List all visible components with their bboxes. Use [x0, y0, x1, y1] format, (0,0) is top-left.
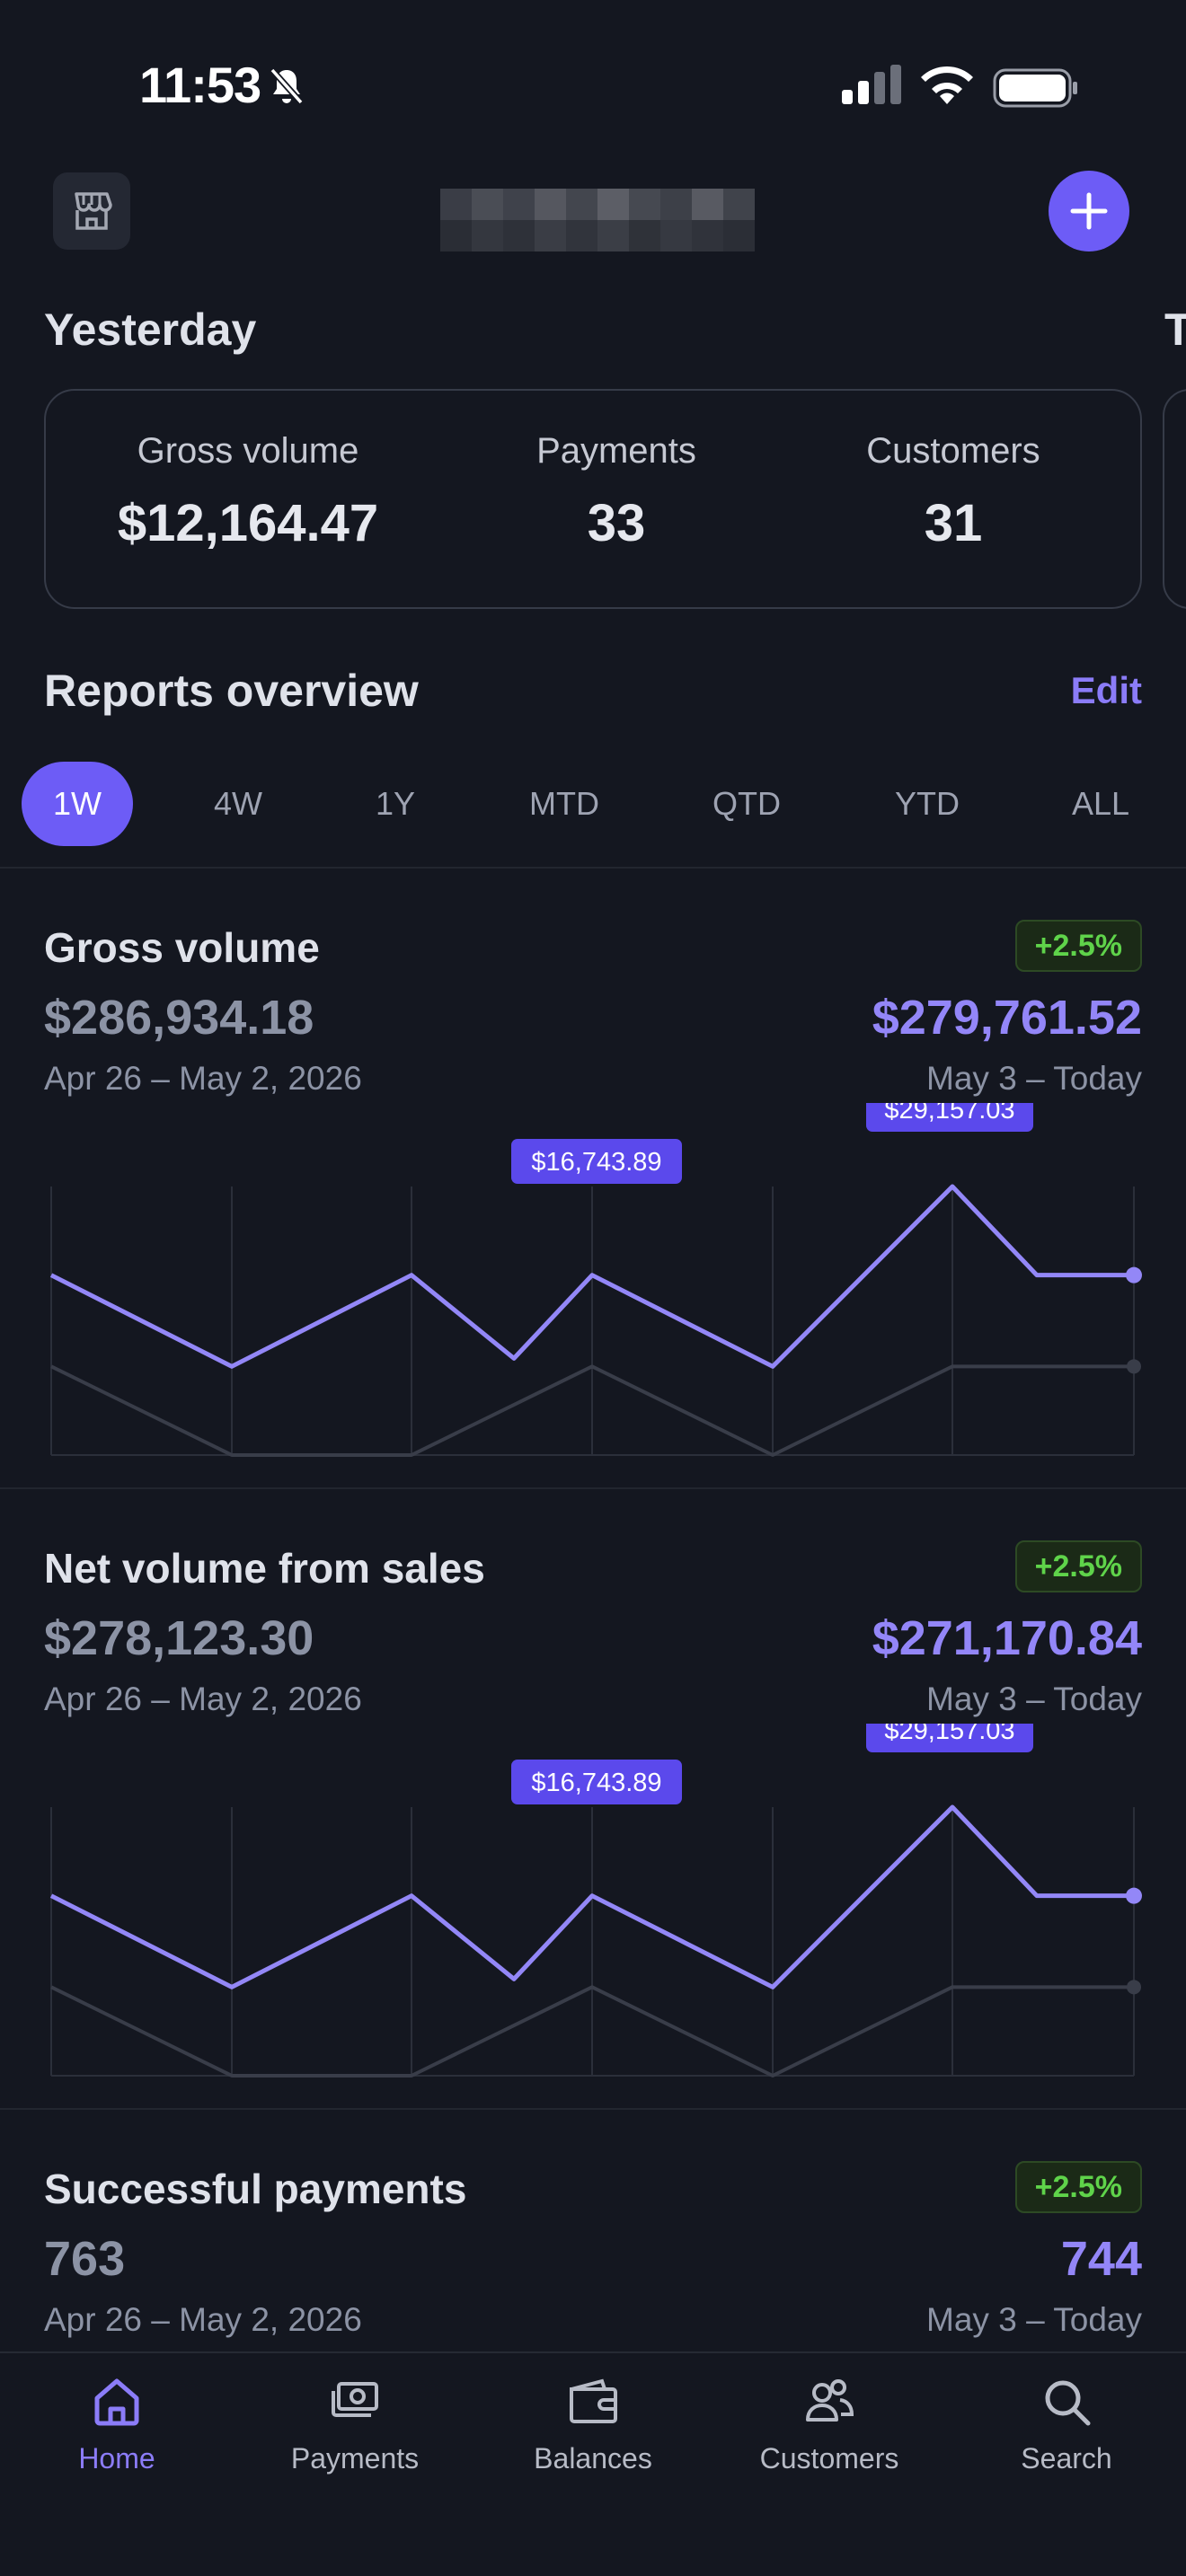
- stat-customers: Customers 31: [819, 431, 1088, 553]
- chart-value-tooltip: $29,157.03: [866, 1724, 1033, 1752]
- change-badge: +2.5%: [1014, 2161, 1142, 2213]
- current-period-line: [49, 1804, 1134, 1989]
- chart-value-tooltip: $16,743.89: [511, 1760, 682, 1804]
- stat-label: Customers: [866, 431, 1040, 471]
- previous-period-line: [50, 1364, 1134, 1457]
- gross-volume-line-chart[interactable]: $16,743.89 $29,157.03: [0, 1103, 1186, 1462]
- divider: [0, 1487, 1186, 1489]
- tooltip-background: [866, 1724, 1033, 1752]
- metric-card-gross-volume[interactable]: Gross volume +2.5% $286,934.18 $279,761.…: [0, 920, 1186, 1471]
- previous-period-range: Apr 26 – May 2, 2026: [44, 1681, 362, 1717]
- tooltip-label: $29,157.03: [884, 1724, 1014, 1745]
- previous-period-endpoint: [1127, 1980, 1141, 1995]
- store-button[interactable]: [53, 172, 130, 250]
- current-period-value: $279,761.52: [872, 991, 1142, 1045]
- tooltip-label: $16,743.89: [531, 1769, 661, 1797]
- add-button[interactable]: [1049, 171, 1129, 251]
- tabbar-item-home[interactable]: Home: [18, 2373, 216, 2475]
- current-period-line: [49, 1184, 1134, 1369]
- stat-value: 33: [587, 494, 646, 552]
- tab-qtd[interactable]: QTD: [712, 785, 781, 822]
- stat-label: Payments: [536, 431, 696, 471]
- current-period-value: $271,170.84: [872, 1611, 1142, 1665]
- home-icon: [94, 2378, 139, 2426]
- tab-mtd[interactable]: MTD: [529, 785, 599, 822]
- divider: [0, 867, 1186, 869]
- current-period-range: May 3 – Today: [926, 2301, 1142, 2338]
- tabbar-label: Balances: [534, 2442, 652, 2475]
- current-period-range: May 3 – Today: [926, 1060, 1142, 1097]
- wifi-icon: [921, 66, 973, 104]
- tab-4w[interactable]: 4W: [214, 785, 262, 822]
- plus-icon: [1070, 192, 1108, 230]
- tooltip-background: [511, 1760, 682, 1804]
- period-tabs: 1W 4W 1Y MTD QTD YTD ALL: [0, 762, 1186, 846]
- current-period-range: May 3 – Today: [926, 1681, 1142, 1717]
- yesterday-title: Yesterday: [44, 304, 257, 355]
- net-volume-line-chart[interactable]: $16,743.89 $29,157.03: [0, 1724, 1186, 2083]
- stat-payments: Payments 33: [482, 431, 751, 553]
- previous-period-range: Apr 26 – May 2, 2026: [44, 2301, 362, 2338]
- tabbar-item-search[interactable]: Search: [968, 2373, 1165, 2475]
- previous-period-range: Apr 26 – May 2, 2026: [44, 1060, 362, 1097]
- previous-period-value: $286,934.18: [44, 991, 314, 1045]
- metric-title: Gross volume: [44, 924, 320, 971]
- current-period-endpoint: [1126, 1887, 1142, 1904]
- tabbar-label: Home: [78, 2442, 155, 2475]
- next-card-peek-title: T: [1164, 304, 1186, 355]
- tabbar-label: Customers: [759, 2442, 899, 2475]
- tooltip-label: $16,743.89: [531, 1148, 661, 1177]
- metric-card-net-volume[interactable]: Net volume from sales +2.5% $278,123.30 …: [0, 1540, 1186, 2092]
- stat-gross-volume: Gross volume $12,164.47: [46, 431, 450, 553]
- stat-value: $12,164.47: [117, 494, 379, 552]
- tab-1y[interactable]: 1Y: [375, 785, 416, 822]
- tooltip-label: $29,157.03: [884, 1103, 1014, 1125]
- tab-ytd[interactable]: YTD: [895, 785, 960, 822]
- chart-value-tooltip: $29,157.03: [866, 1103, 1033, 1132]
- next-summary-card-peek[interactable]: [1163, 389, 1186, 609]
- tooltip-background: [511, 1139, 682, 1184]
- tabbar-item-balances[interactable]: Balances: [494, 2373, 692, 2475]
- current-period-value: 744: [1060, 2232, 1142, 2286]
- previous-period-endpoint: [1127, 1359, 1141, 1374]
- previous-period-line: [50, 1985, 1134, 2078]
- tab-1w[interactable]: 1W: [22, 762, 133, 846]
- reports-overview-title: Reports overview: [44, 666, 419, 716]
- account-name-redacted[interactable]: [440, 189, 755, 251]
- cellular-signal-icon: [842, 65, 901, 104]
- bell-slash-icon: [270, 67, 304, 105]
- yesterday-summary-card[interactable]: Gross volume $12,164.47 Payments 33 Cust…: [44, 389, 1142, 609]
- previous-period-value: 763: [44, 2232, 126, 2286]
- stat-label: Gross volume: [137, 431, 359, 471]
- search-icon: [1045, 2380, 1091, 2426]
- metric-card-successful-payments[interactable]: Successful payments +2.5% 763 744 Apr 26…: [0, 2161, 1186, 2353]
- payments-icon: [332, 2382, 378, 2417]
- change-badge: +2.5%: [1014, 1540, 1142, 1592]
- metric-title: Net volume from sales: [44, 1545, 485, 1592]
- previous-period-value: $278,123.30: [44, 1611, 314, 1665]
- chart-value-tooltip: $16,743.89: [511, 1139, 682, 1184]
- tooltip-background: [866, 1103, 1033, 1132]
- customers-icon: [806, 2379, 854, 2422]
- tabbar-item-customers[interactable]: Customers: [730, 2373, 928, 2475]
- tabbar-label: Search: [1021, 2442, 1112, 2475]
- metric-title: Successful payments: [44, 2166, 467, 2212]
- tab-all[interactable]: ALL: [1071, 785, 1130, 822]
- battery-icon: [993, 68, 1077, 108]
- divider: [0, 2108, 1186, 2110]
- current-period-endpoint: [1126, 1266, 1142, 1284]
- tabbar-item-payments[interactable]: Payments: [256, 2373, 454, 2475]
- bottom-tab-bar: Home Payments Balances: [0, 2351, 1186, 2576]
- stat-value: 31: [924, 494, 983, 552]
- change-badge: +2.5%: [1014, 920, 1142, 972]
- status-time: 11:53: [139, 57, 261, 113]
- wallet-icon: [570, 2378, 617, 2423]
- storefront-icon: [75, 192, 112, 230]
- edit-reports-button[interactable]: Edit: [1070, 669, 1142, 711]
- tabbar-label: Payments: [290, 2442, 420, 2475]
